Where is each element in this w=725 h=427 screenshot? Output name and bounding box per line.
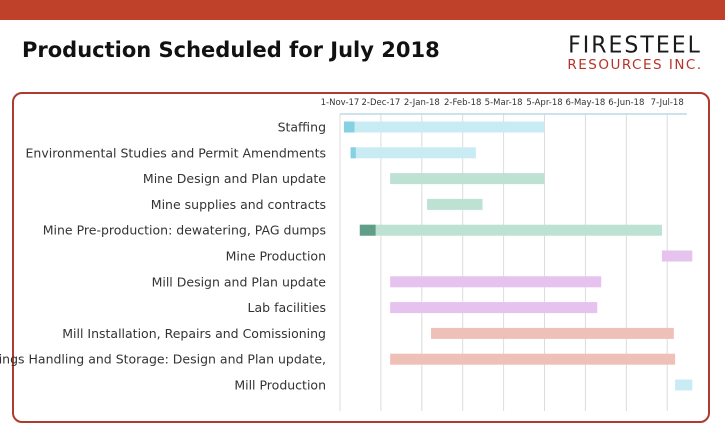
task-bar (661, 250, 693, 262)
task-label: Lab facilities (248, 300, 326, 315)
logo-name: FIRESTEEL (568, 32, 702, 59)
x-tick-label: 7-Jul-18 (651, 98, 684, 108)
chart-frame (12, 92, 710, 423)
task-label: Environmental Studies and Permit Amendme… (26, 145, 326, 160)
top-accent-bar (0, 0, 725, 20)
task-bar (390, 302, 598, 314)
task-progress-bar (359, 224, 376, 236)
task-progress-bar (343, 121, 355, 133)
task-label: Mine supplies and contracts (151, 197, 326, 212)
x-tick-label: 2-Dec-17 (361, 98, 400, 108)
task-label: Mine Pre-production: dewatering, PAG dum… (43, 223, 326, 238)
x-tick-label: 1-Nov-17 (321, 98, 360, 108)
task-bar (431, 327, 674, 339)
x-tick-label: 6-May-18 (566, 98, 606, 108)
task-label: Tailings Handling and Storage: Design an… (0, 352, 326, 367)
task-bar (343, 121, 545, 133)
x-tick-label: 2-Feb-18 (444, 98, 481, 108)
task-progress-bar (350, 147, 356, 159)
task-label: Mill Production (234, 378, 326, 393)
x-tick-label: 5-Apr-18 (526, 98, 562, 108)
task-bar (675, 379, 693, 391)
task-bar (390, 353, 676, 365)
company-logo: FIRESTEEL RESOURCES INC. (555, 32, 715, 73)
page-title: Production Scheduled for July 2018 (22, 38, 440, 62)
task-label: Mill Installation, Repairs and Comission… (62, 326, 326, 341)
task-bar (350, 147, 476, 159)
task-bar (390, 276, 602, 288)
task-label: Mine Design and Plan update (143, 171, 326, 186)
task-label: Mine Production (226, 249, 326, 264)
x-tick-label: 2-Jan-18 (404, 98, 440, 108)
logo-subtitle: RESOURCES INC. (567, 57, 703, 73)
task-label: Staffing (278, 120, 326, 135)
task-bar (390, 173, 545, 185)
task-bar (427, 198, 483, 210)
x-tick-label: 5-Mar-18 (485, 98, 523, 108)
task-label: Mill Design and Plan update (152, 274, 327, 289)
x-tick-label: 6-Jun-18 (608, 98, 644, 108)
task-bar (359, 224, 662, 236)
